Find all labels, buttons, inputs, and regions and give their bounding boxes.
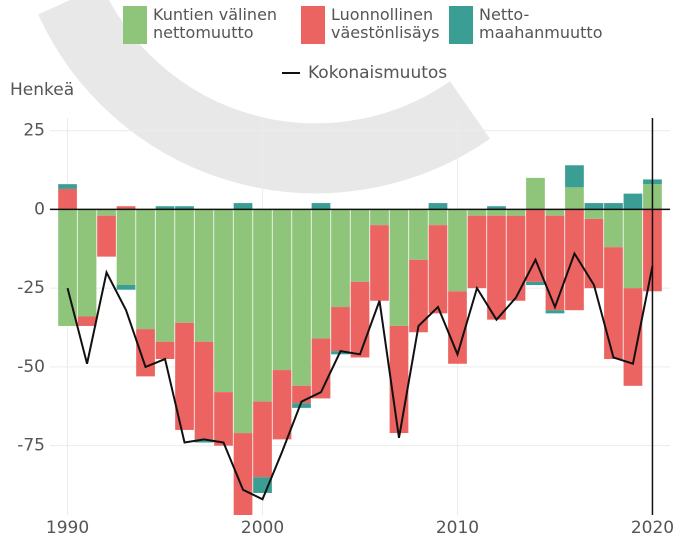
bar-segment xyxy=(312,339,331,399)
bar-segment xyxy=(351,282,370,358)
bar-segment xyxy=(312,209,331,338)
bar-segment xyxy=(565,187,584,209)
bar-segment xyxy=(448,209,467,291)
bar-segment xyxy=(565,209,584,310)
bar-segment xyxy=(526,282,545,285)
y-tick-label: -25 xyxy=(17,278,45,298)
bar-segment xyxy=(58,189,77,209)
x-tick-label: 1990 xyxy=(46,518,89,538)
bar-segment xyxy=(156,209,175,341)
bar-segment xyxy=(487,216,506,320)
bar-segment xyxy=(429,225,448,313)
bar-segment xyxy=(624,288,643,386)
bar-segment xyxy=(604,209,623,247)
bar-segment xyxy=(390,209,409,326)
bar-segment xyxy=(312,203,331,209)
bar-segment xyxy=(117,209,136,285)
legend-swatch xyxy=(123,6,147,44)
bar-segment xyxy=(604,203,623,209)
bar-segment xyxy=(331,209,350,307)
bar-segment xyxy=(136,329,155,376)
y-tick-label: 25 xyxy=(23,121,45,141)
legend-label: Kuntien välinen nettomuutto xyxy=(153,6,293,42)
bar-segment xyxy=(468,209,487,215)
x-tick-label: 2000 xyxy=(241,518,284,538)
bar-segment xyxy=(195,342,214,440)
bar-segment xyxy=(331,307,350,351)
bar-segment xyxy=(585,219,604,288)
bar-segment xyxy=(292,209,311,385)
bar-segment xyxy=(156,342,175,359)
bar-segment xyxy=(58,209,77,326)
bar-segment xyxy=(253,402,272,478)
bar-segment xyxy=(409,260,428,332)
bar-segment xyxy=(429,203,448,209)
chart: Henkeä 25 0 -25 -50 -75 1990 2000 2010 2020 Koko… xyxy=(0,0,694,541)
bar-segment xyxy=(546,209,565,215)
y-tick-label: 0 xyxy=(34,199,45,219)
bar-segment xyxy=(214,209,233,392)
bar-segment xyxy=(234,209,253,433)
legend-item: Netto-maahanmuutto xyxy=(449,6,599,44)
legend-item: Kuntien välinen nettomuutto xyxy=(123,6,293,44)
bar-segment xyxy=(58,184,77,189)
bar-segment xyxy=(585,203,604,209)
bar-segment xyxy=(507,216,526,301)
bar-segment xyxy=(546,310,565,313)
bar-segment xyxy=(234,203,253,209)
bar-segment xyxy=(409,209,428,259)
bar-segment xyxy=(370,209,389,225)
bar-segment xyxy=(585,209,604,218)
bar-segment xyxy=(604,247,623,359)
bar-segment xyxy=(370,225,389,301)
bar-segment xyxy=(526,178,545,210)
legend-label: Luonnollinen väestönlisäys xyxy=(331,6,453,42)
bar-segment xyxy=(390,326,409,433)
bar-segment xyxy=(136,209,155,329)
bar-segment xyxy=(468,216,487,288)
legend-swatch xyxy=(301,6,325,44)
bar-segment xyxy=(487,209,506,215)
bar-segment xyxy=(195,209,214,341)
y-tick-label: -50 xyxy=(17,357,45,377)
x-tick-label: 2010 xyxy=(436,518,479,538)
y-axis-label: Henkeä xyxy=(10,80,74,100)
bar-segment xyxy=(565,165,584,187)
bar-segment xyxy=(78,209,97,316)
bar-segment xyxy=(624,194,643,210)
bar-segment xyxy=(546,216,565,311)
bar-segment xyxy=(175,209,194,322)
bar-segment xyxy=(507,209,526,215)
legend-item: Luonnollinen väestönlisäys xyxy=(301,6,453,44)
bar-segment xyxy=(117,285,136,290)
bar-segment xyxy=(429,209,448,225)
bar-segment xyxy=(97,216,116,257)
bar-segment xyxy=(273,370,292,439)
legend-label: Netto-maahanmuutto xyxy=(479,6,599,42)
bar-segment xyxy=(214,392,233,446)
bar-segment xyxy=(253,209,272,401)
x-tick-label: 2020 xyxy=(631,518,674,538)
bar-segment xyxy=(624,209,643,288)
bar-segment xyxy=(78,317,97,326)
bars xyxy=(58,165,662,515)
page: {"chart_data": { "type": "bar", "stacked… xyxy=(0,0,694,541)
bar-segment xyxy=(273,209,292,370)
legend-swatch xyxy=(449,6,473,44)
y-tick-label: -75 xyxy=(17,436,45,456)
bar-segment xyxy=(97,209,116,215)
bar-segment xyxy=(351,209,370,281)
legend-label: Kokonaismuutos xyxy=(308,63,447,83)
